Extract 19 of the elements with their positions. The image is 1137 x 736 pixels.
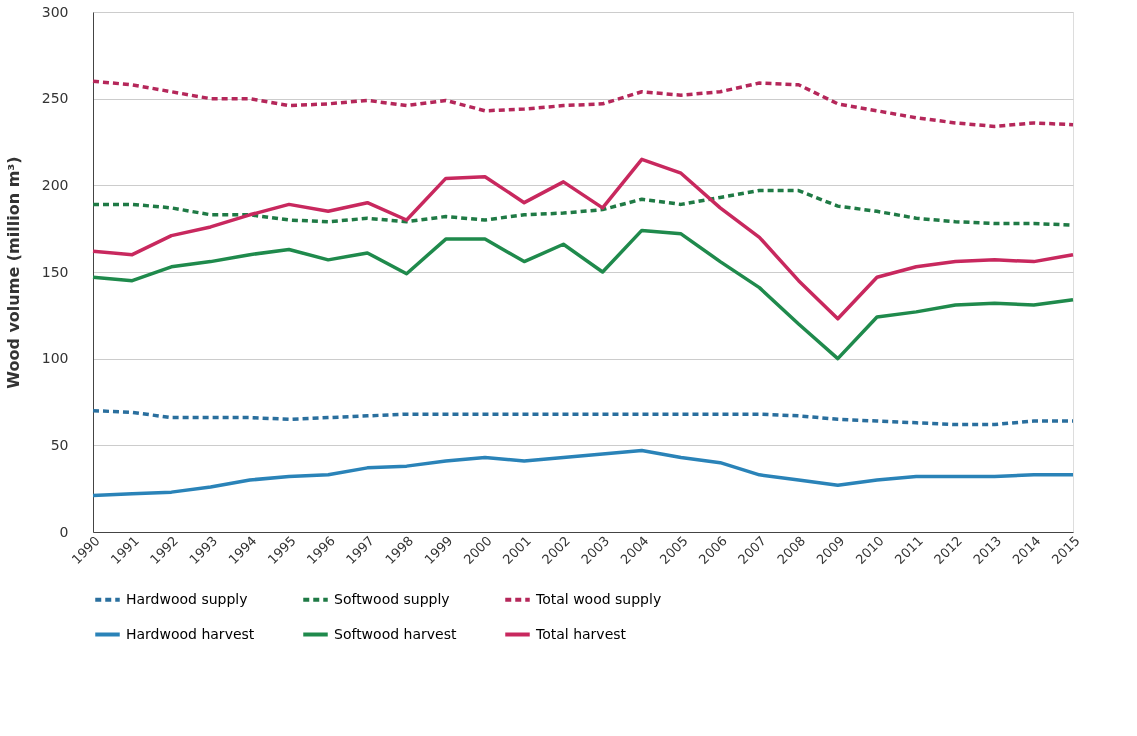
legend-label: Softwood supply [334, 590, 450, 607]
line-series [91, 157, 1075, 321]
y-tick-label: 300 [41, 3, 69, 20]
line-series [91, 448, 1075, 498]
y-tick-label: 200 [41, 176, 69, 193]
y-tick-label: 250 [41, 90, 69, 107]
line-series [91, 408, 1075, 427]
legend-label: Hardwood harvest [126, 625, 255, 642]
y-tick-label: 50 [50, 436, 69, 453]
y-axis-title: Wood volume (million m³) [3, 156, 23, 389]
line-series [91, 228, 1075, 361]
legend-label: Total wood supply [535, 590, 662, 607]
y-tick-label: 150 [41, 263, 69, 280]
legend-label: Total harvest [535, 625, 627, 642]
line-series [91, 79, 1075, 129]
legend-label: Hardwood supply [126, 590, 248, 607]
y-tick-label: 100 [41, 350, 69, 367]
legend-label: Softwood harvest [334, 625, 457, 642]
y-tick-label: 0 [59, 523, 69, 540]
